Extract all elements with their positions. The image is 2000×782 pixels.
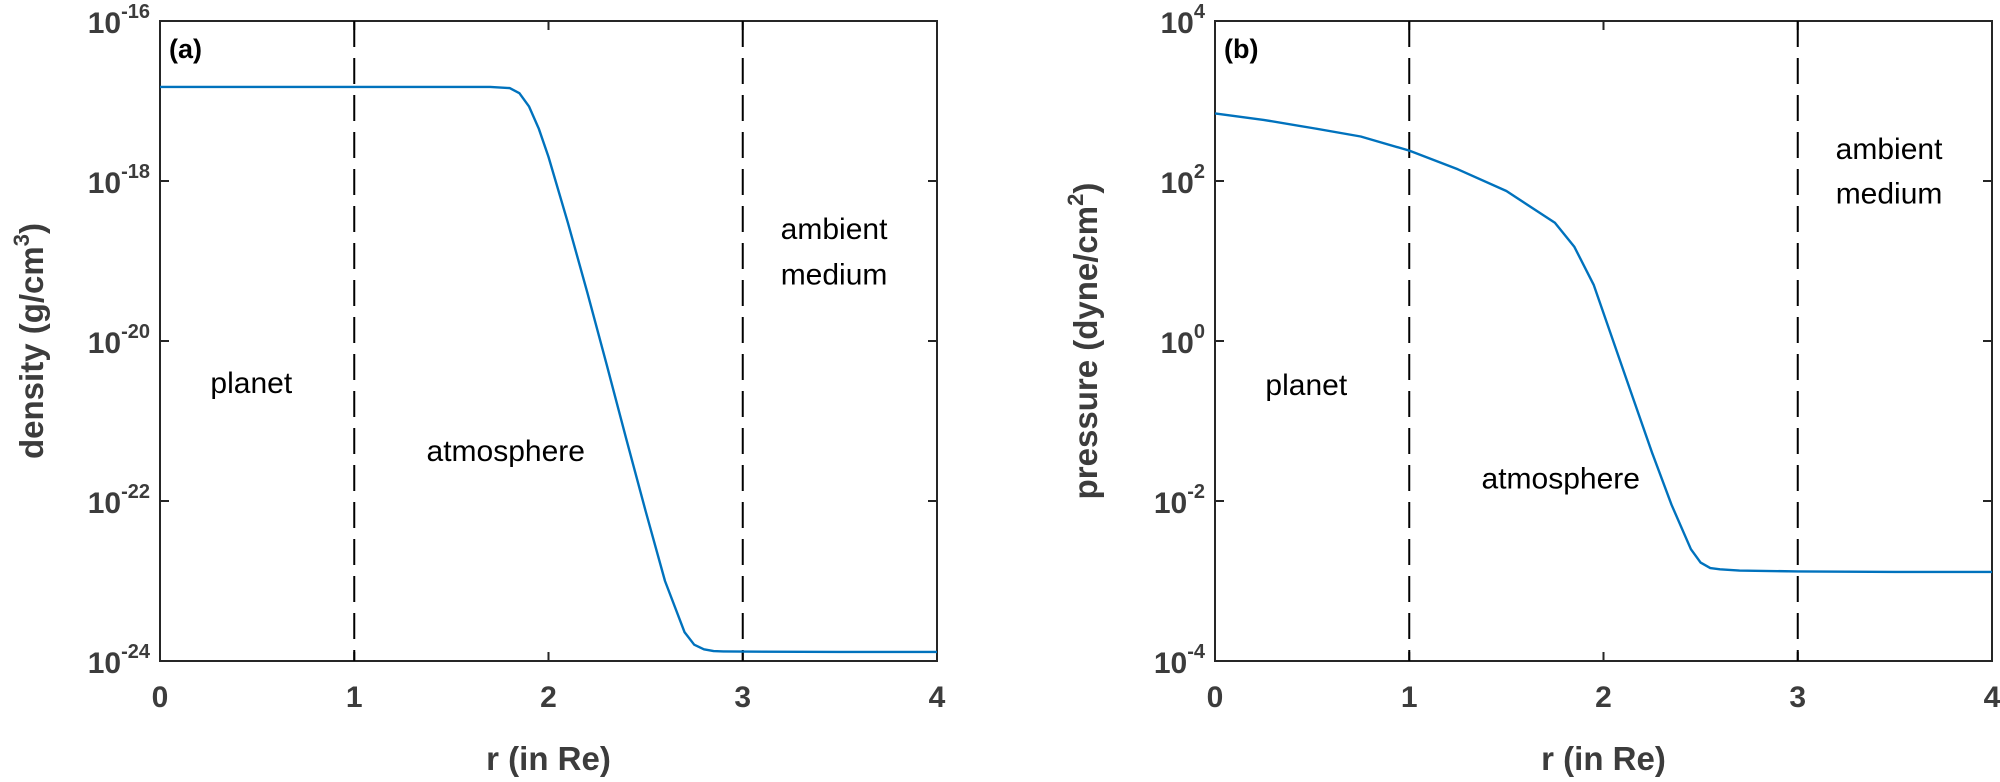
x-tick-label: 1 (1401, 681, 1418, 714)
x-axis-label: r (in Re) (486, 740, 611, 777)
y-tick-base: 10 (88, 167, 121, 200)
y-tick-exponent: 0 (1194, 321, 1205, 343)
y-axis-label-sup: 2 (1063, 194, 1088, 206)
y-tick-exponent: 4 (1194, 1, 1206, 23)
series-line (160, 85, 937, 654)
y-tick-exponent: 2 (1194, 161, 1205, 183)
x-tick-label: 2 (1595, 681, 1612, 714)
y-tick-base: 10 (1161, 327, 1194, 360)
x-tick-label: 0 (1207, 681, 1224, 714)
region-label: planet (210, 367, 292, 400)
plot-frame (1214, 20, 1993, 662)
y-axis-label-sup: 3 (9, 234, 34, 246)
chart-panel: 0 1 2 3 410-2410-2210-2010-1810-16planetatmo… (9, 1, 946, 777)
y-tick-exponent: -24 (121, 641, 151, 663)
y-tick-label: 10-4 (1154, 641, 1206, 680)
plot-frame (159, 20, 938, 662)
x-tick-label: 3 (1789, 681, 1806, 714)
y-tick-base: 10 (88, 7, 121, 40)
region-label: medium (1836, 177, 1943, 210)
y-axis-label-end: ) (1067, 183, 1104, 194)
region-label: medium (781, 258, 888, 291)
chart-panel: 0 1 2 3 410-410-2100102104planetatmospheream… (1063, 1, 2000, 777)
y-tick-exponent: -2 (1187, 481, 1205, 503)
y-tick-base: 10 (1161, 7, 1194, 40)
y-axis-label-main: pressure (dyne/cm (1067, 206, 1104, 499)
y-tick-label: 10-16 (88, 1, 150, 40)
series-line (1214, 112, 1992, 574)
y-tick-exponent: -4 (1187, 641, 1206, 663)
y-tick-base: 10 (88, 327, 121, 360)
region-label: atmosphere (427, 435, 585, 468)
y-tick-label: 102 (1161, 161, 1206, 200)
panel-label: (b) (1224, 34, 1258, 64)
region-label: ambient (1836, 133, 1943, 166)
x-tick-label: 4 (929, 681, 946, 714)
y-tick-label: 10-20 (88, 321, 150, 360)
x-tick-label: 1 (346, 681, 363, 714)
x-axis-label: r (in Re) (1541, 740, 1666, 777)
y-axis-label-end: ) (13, 223, 50, 234)
y-tick-label: 100 (1161, 321, 1206, 360)
y-tick-base: 10 (88, 487, 121, 520)
region-label: atmosphere (1482, 463, 1640, 496)
y-tick-base: 10 (1161, 167, 1194, 200)
y-axis-label: density (g/cm3) (9, 223, 50, 459)
y-tick-base: 10 (88, 647, 121, 680)
x-tick-label: 4 (1984, 681, 2000, 714)
panel-label: (a) (169, 34, 202, 64)
y-axis-label-main: density (g/cm (13, 246, 50, 459)
y-tick-label: 10-18 (88, 161, 150, 200)
y-tick-exponent: -20 (121, 321, 150, 343)
x-tick-label: 3 (734, 681, 751, 714)
y-tick-label: 10-2 (1154, 481, 1205, 520)
y-axis-label: pressure (dyne/cm2) (1063, 183, 1104, 500)
y-tick-exponent: -16 (121, 1, 150, 23)
y-tick-base: 10 (1154, 647, 1187, 680)
y-tick-label: 10-24 (88, 641, 151, 680)
y-tick-exponent: -18 (121, 161, 150, 183)
region-label: ambient (781, 213, 888, 246)
region-label: planet (1265, 369, 1347, 402)
y-tick-base: 10 (1154, 487, 1187, 520)
y-tick-label: 10-22 (88, 481, 150, 520)
x-tick-label: 2 (540, 681, 557, 714)
y-tick-exponent: -22 (121, 481, 150, 503)
y-tick-label: 104 (1161, 1, 1206, 40)
x-tick-label: 0 (152, 681, 169, 714)
